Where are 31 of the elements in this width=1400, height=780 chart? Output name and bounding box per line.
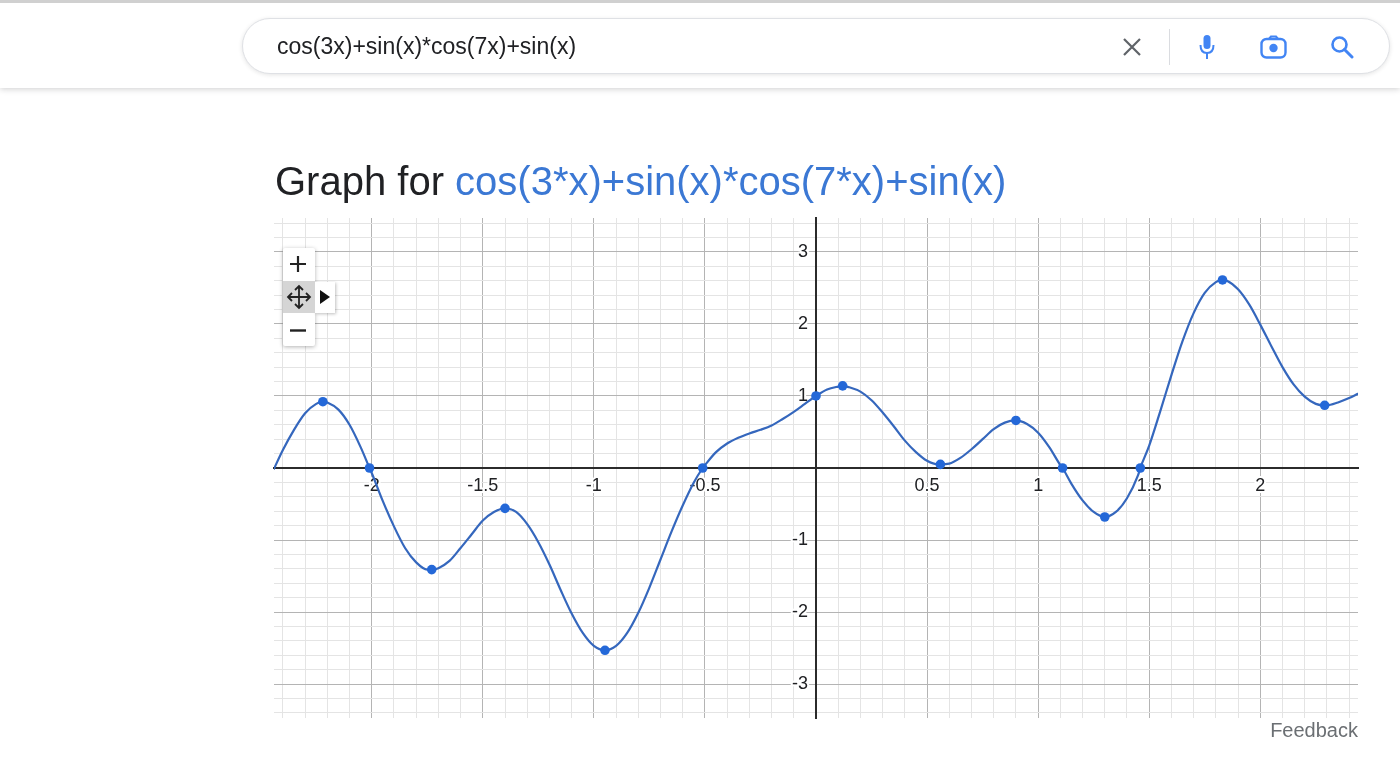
x-tick-label: 2: [1255, 474, 1266, 495]
point: [837, 381, 848, 391]
point: [1011, 415, 1021, 426]
point: [697, 463, 708, 473]
x-tick-label: -1: [585, 474, 602, 495]
y-tick-label: -2: [791, 601, 808, 622]
point: [318, 396, 328, 407]
point: [1135, 463, 1146, 473]
y-tick-label: -3: [791, 673, 808, 694]
x-tick-label: -1.5: [467, 474, 499, 495]
point: [1217, 275, 1228, 285]
point: [811, 391, 821, 401]
y-tick-label: -1: [791, 529, 808, 550]
y-tick-label: 1: [797, 384, 808, 405]
y-tick-label: 2: [797, 312, 808, 333]
point: [426, 564, 437, 575]
point: [1057, 463, 1068, 473]
text: Feedback: [1269, 718, 1358, 742]
y-tick-label: 3: [797, 240, 808, 261]
point: [1099, 512, 1110, 522]
x-tick-label: 0.5: [914, 474, 940, 495]
point: [600, 645, 610, 656]
point: [1319, 400, 1330, 411]
text: cos(3x)+sin(x)*cos(7x)+sin(x): [277, 32, 577, 60]
point: [364, 463, 375, 473]
point: [500, 503, 510, 514]
chart-title: Graph for: [275, 159, 444, 203]
chart-subtitle: cos(3*x)+sin(x)*cos(7*x)+sin(x): [455, 159, 1007, 203]
x-tick-label: 1.5: [1136, 474, 1162, 495]
x-tick-label: 1: [1033, 474, 1044, 495]
point: [935, 459, 946, 470]
